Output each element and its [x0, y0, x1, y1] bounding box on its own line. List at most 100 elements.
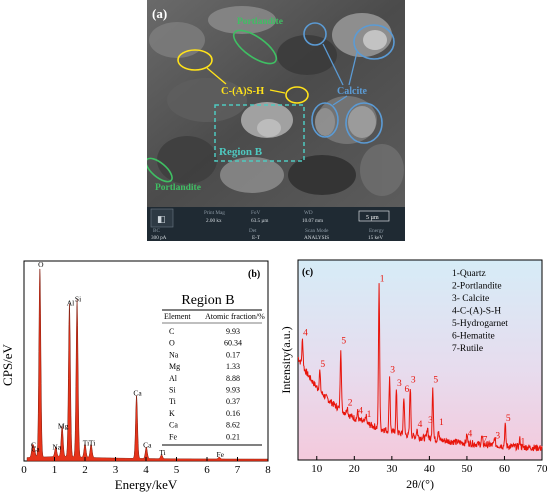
eds-peak-label: Ti	[159, 448, 165, 457]
csh-arrow-2	[269, 89, 286, 94]
xrd-peak-label: 1	[367, 410, 372, 420]
xrd-peak-label: 3	[428, 416, 433, 426]
info-row2-labels: BC Det Scan Mode Energy	[153, 228, 384, 234]
logo-icon	[150, 208, 174, 228]
portlandite-bottom-label: Portlandite	[155, 183, 201, 193]
xrd-x-ticks: 10 20 30 40 50 60 70	[311, 456, 548, 475]
xrd-legend-entry: 1-Quartz	[452, 269, 486, 279]
xrd-peak-label: 1	[380, 274, 385, 284]
panel-b-label: (b)	[248, 269, 260, 280]
table-cell-fraction: 0.17	[226, 350, 240, 359]
table-cell-element: Na	[169, 350, 179, 359]
table-rows: C 9.93 O 60.34 Na 0.17 Mg 1.33 Al 8.88 Si 9.93 Ti 0.3…	[169, 327, 242, 441]
calcite-marker-2	[311, 102, 339, 138]
xrd-peak-label: 4	[358, 406, 363, 416]
portlandite-top-marker	[232, 29, 278, 65]
xrd-peak-label: 5	[341, 336, 346, 346]
xrd-peak-label: 5	[320, 360, 325, 370]
calcite-marker-3	[345, 102, 383, 144]
eds-spectrum-area	[26, 268, 269, 462]
xrd-legend-entry: 7-Rutile	[452, 344, 483, 354]
sem-info-bar	[147, 207, 405, 241]
xrd-peak-label: 1	[439, 418, 444, 428]
xrd-x-tick-label: 20	[349, 463, 361, 475]
xrd-peak-label: 5	[506, 414, 511, 424]
eds-peak-label: Ca	[133, 389, 142, 398]
eds-x-axis-label: Energy/keV	[115, 477, 178, 492]
xrd-x-tick-label: 60	[499, 463, 511, 475]
info-row1-values: 2.00 kx 63.5 µm 10.07 mm	[206, 218, 323, 224]
info-energy-label: Energy	[369, 228, 384, 234]
portlandite-top-label: Portlandite	[237, 17, 283, 27]
xrd-peak-label: 4	[468, 430, 473, 440]
table-cell-element: Ca	[169, 421, 178, 430]
info-row2-values: 300 pA E-T ANALYSIS 15 keV	[151, 235, 383, 241]
sem-texture	[149, 6, 404, 196]
xrd-plot-frame	[297, 259, 543, 461]
eds-x-tick-label: 0	[21, 464, 27, 476]
xrd-peak-label: 4	[418, 420, 423, 430]
scale-bar-label: 5 µm	[366, 215, 379, 221]
xrd-peak-label: 2	[348, 399, 353, 409]
portlandite-bottom-marker	[147, 157, 173, 183]
xrd-x-tick-label: 70	[537, 463, 549, 475]
eds-table: Region B Element Atomic fraction/% C 9.93…	[162, 293, 265, 446]
table-cell-element: Fe	[169, 432, 177, 441]
eds-x-tick-label: 6	[204, 464, 210, 476]
xrd-peak-label: 3	[390, 366, 395, 376]
table-cell-element: Ti	[169, 397, 177, 406]
calcite-arrow-1	[348, 51, 358, 86]
eds-peak-label: Si	[75, 295, 81, 304]
eds-x-tick-label: 4	[143, 464, 149, 476]
eds-peak-label: O	[38, 260, 44, 269]
table-cell-element: Mg	[169, 362, 180, 371]
eds-peak-label: Fe	[216, 450, 224, 459]
xrd-legend-entry: 4-C-(A)-S-H	[452, 306, 501, 317]
eds-x-tick-label: 5	[174, 464, 180, 476]
info-scan-mode-value: ANALYSIS	[304, 235, 329, 241]
calcite-marker-4	[303, 22, 327, 46]
table-cell-element: Si	[169, 386, 176, 395]
table-header-element: Element	[164, 312, 191, 321]
table-cell-element: Al	[169, 374, 178, 383]
table-cell-fraction: 0.21	[226, 432, 240, 441]
sem-image-panel: (a) Portlandite C-(A)S-H Calcite Region …	[147, 0, 405, 241]
eds-peak-label: Ti	[89, 439, 95, 448]
calcite-label: Calcite	[337, 86, 368, 97]
table-cell-fraction: 9.93	[226, 386, 240, 395]
region-b-box	[214, 104, 305, 162]
calcite-arrow-2	[322, 43, 344, 86]
xrd-legend-entry: 5-Hydrogarnet	[452, 319, 508, 329]
logo-glyph: ◧	[157, 214, 166, 224]
xrd-peak-label: 6	[404, 385, 409, 395]
info-det-value: E-T	[252, 235, 261, 241]
panel-c-label: (c)	[302, 267, 313, 278]
eds-peak-label: Ti	[83, 439, 89, 448]
xrd-x-tick-label: 40	[424, 463, 436, 475]
xrd-peak-label: 1	[520, 437, 525, 447]
region-b-label: Region B	[219, 146, 263, 158]
eds-x-tick-label: 2	[82, 464, 88, 476]
eds-x-tick-label: 7	[235, 464, 241, 476]
xrd-legend-entry: 6-Hematite	[452, 332, 495, 342]
table-cell-fraction: 8.88	[226, 374, 240, 383]
eds-x-tick-label: 1	[52, 464, 58, 476]
calcite-arrow-3	[332, 95, 348, 106]
eds-peak-label: Ca	[31, 444, 40, 453]
eds-peak-label: Al	[67, 298, 75, 307]
eds-peak-label: Na	[52, 442, 61, 451]
info-print-mag-value: 2.00 kx	[206, 218, 222, 224]
eds-plot-frame	[23, 260, 269, 462]
xrd-x-axis-label: 2θ/(°)	[406, 477, 434, 491]
table-title: Region B	[181, 293, 234, 308]
eds-peak-label: C	[31, 440, 36, 449]
xrd-peak-label: 4	[303, 329, 308, 339]
table-header-atomic: Atomic fraction/%	[205, 312, 265, 321]
xrd-x-tick-label: 10	[311, 463, 323, 475]
csh-arrow-1	[206, 67, 227, 85]
xrd-y-axis-label: Intensity(a.u.)	[280, 326, 293, 393]
panel-a-label: (a)	[152, 6, 167, 21]
table-cell-fraction: 0.37	[226, 397, 240, 406]
